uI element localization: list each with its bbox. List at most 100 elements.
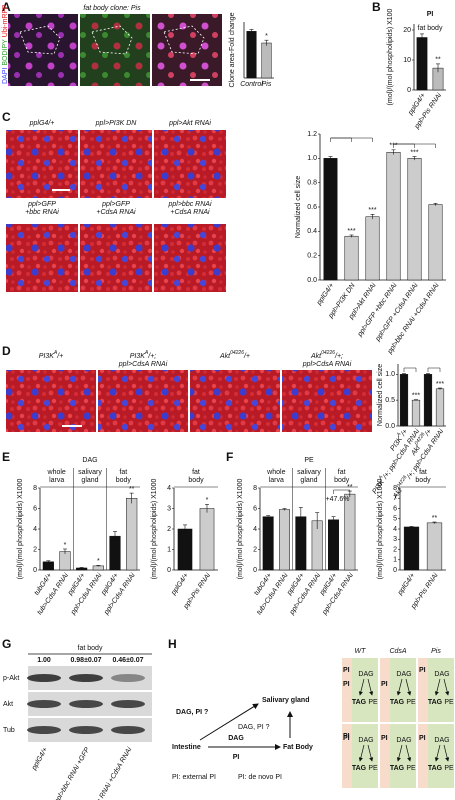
x-tick-label: ppl>CdsA RNAi bbox=[288, 572, 322, 617]
pe: PE bbox=[368, 765, 378, 772]
panel-label: E bbox=[2, 450, 10, 464]
bar bbox=[411, 399, 421, 427]
diagram-label: Fat Body bbox=[283, 744, 313, 751]
cell-left bbox=[380, 658, 390, 722]
y-tick-label: 8 bbox=[393, 485, 397, 492]
pi-external: PI bbox=[381, 735, 388, 742]
label-part: A bbox=[395, 431, 403, 439]
bar bbox=[435, 388, 445, 427]
y-tick-label: 2 bbox=[167, 526, 171, 533]
cell-left bbox=[380, 724, 390, 788]
bar bbox=[428, 204, 443, 281]
y-tick-label: 4 bbox=[393, 526, 397, 533]
y-tick-label: 1 bbox=[167, 546, 171, 553]
bar bbox=[279, 509, 290, 571]
panel-label: A bbox=[2, 0, 11, 14]
bracket bbox=[404, 367, 417, 372]
panel-label: B bbox=[372, 0, 381, 14]
x-tick-label: pplG4/+ bbox=[170, 572, 190, 597]
chart-inner-label: fat body bbox=[418, 25, 443, 32]
tag: TAG bbox=[352, 699, 367, 706]
bar bbox=[109, 535, 121, 571]
bar bbox=[246, 31, 257, 79]
micrograph bbox=[80, 14, 150, 86]
group-label: larva bbox=[49, 477, 64, 484]
image-label: +bbc RNAi bbox=[25, 209, 59, 216]
cell-right bbox=[428, 724, 454, 788]
panel-label: D bbox=[2, 344, 11, 358]
dag: DAG bbox=[434, 737, 449, 744]
image-label: Akt04226/+ bbox=[219, 350, 250, 360]
label-part: ppl>CdsA RNAi bbox=[118, 361, 168, 368]
x-tick-label: Control bbox=[240, 81, 263, 88]
y-tick-label: 4 bbox=[167, 485, 171, 492]
y-tick-label: 2 bbox=[253, 546, 257, 553]
label-part: A bbox=[53, 350, 58, 356]
label-part: Akt bbox=[310, 353, 322, 360]
x-tick-label: ppl>CdsA RNAi bbox=[103, 572, 137, 617]
y-tick-label: 0.5 bbox=[385, 397, 395, 404]
y-tick-label: 0 bbox=[407, 87, 411, 94]
bracket bbox=[428, 367, 441, 372]
group-label: body bbox=[415, 477, 431, 484]
y-tick-label: 1.0 bbox=[307, 155, 317, 162]
label-part: ppl>CdsA RNAi bbox=[302, 361, 352, 368]
dag: DAG bbox=[396, 671, 411, 678]
y-tick-label: 5 bbox=[393, 516, 397, 523]
bar bbox=[42, 561, 54, 571]
label-part: PI3K bbox=[130, 353, 146, 360]
image-label: ppl>PI3K DN bbox=[95, 120, 138, 127]
arrow bbox=[358, 678, 365, 696]
y-tick-label: 0.0 bbox=[307, 277, 317, 284]
pe: PE bbox=[444, 699, 454, 706]
column-title: WT bbox=[355, 648, 367, 655]
micrograph bbox=[152, 14, 222, 86]
bracket bbox=[333, 489, 351, 494]
blot-band bbox=[27, 674, 61, 682]
image-label: ppl>GFP bbox=[27, 201, 56, 208]
bracket bbox=[330, 137, 352, 142]
quantification: 1.00 bbox=[37, 657, 51, 664]
group-label: body bbox=[116, 477, 132, 484]
significance: ** bbox=[432, 515, 438, 522]
blot-band bbox=[111, 726, 145, 734]
bar bbox=[177, 528, 193, 571]
y-tick-label: 0.2 bbox=[307, 253, 317, 260]
quantification: 0.46±0.07 bbox=[112, 657, 143, 664]
group-label: fat bbox=[119, 469, 127, 476]
bar bbox=[423, 374, 433, 427]
bar bbox=[399, 374, 409, 427]
group-label: body bbox=[188, 477, 204, 484]
diagram-label: PI bbox=[233, 754, 240, 761]
y-axis-title: (mol)/(mol phospholipids) X1000 bbox=[237, 479, 244, 580]
x-tick-label: pplG4/+ bbox=[315, 282, 335, 307]
bracket bbox=[330, 137, 373, 142]
micrograph-nuclei bbox=[190, 370, 280, 432]
group-label: gland bbox=[81, 477, 98, 484]
label-part: /+; bbox=[147, 353, 156, 360]
arrow bbox=[405, 744, 412, 762]
x-tick-label: tub>CdsA RNAi bbox=[36, 572, 70, 616]
bar bbox=[426, 522, 443, 571]
y-tick-label: 0 bbox=[167, 567, 171, 574]
panel-label: H bbox=[168, 637, 177, 651]
label-part: /+ bbox=[243, 353, 250, 360]
chart-title: DAG bbox=[82, 457, 97, 464]
clone-outline bbox=[163, 25, 205, 55]
cell-left bbox=[418, 658, 428, 722]
significance: * bbox=[206, 497, 209, 504]
group-label: whole bbox=[266, 469, 285, 476]
dag: DAG bbox=[434, 671, 449, 678]
y-tick-label: 2 bbox=[393, 546, 397, 553]
y-axis-title: (mol)/(mol phospholipids) X100 bbox=[387, 8, 394, 105]
x-tick-label: Pis bbox=[262, 81, 272, 88]
group-label: salivary bbox=[78, 469, 102, 476]
y-tick-label: 8 bbox=[33, 485, 37, 492]
bar bbox=[199, 508, 215, 571]
significance: * bbox=[265, 33, 268, 40]
blot-band bbox=[27, 700, 61, 708]
pi-denovo: PI bbox=[343, 667, 350, 674]
chart-title: PI bbox=[427, 11, 434, 18]
micrograph-nuclei bbox=[154, 224, 226, 292]
blot-band bbox=[69, 700, 103, 708]
